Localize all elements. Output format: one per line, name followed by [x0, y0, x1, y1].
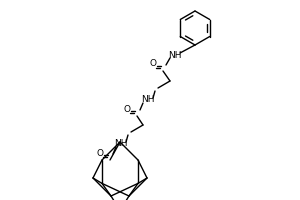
Text: O: O [97, 148, 104, 158]
Text: NH: NH [114, 140, 128, 148]
Text: O: O [149, 60, 157, 68]
Text: NH: NH [168, 50, 182, 60]
Text: NH: NH [141, 96, 155, 104]
Text: O: O [124, 104, 130, 114]
